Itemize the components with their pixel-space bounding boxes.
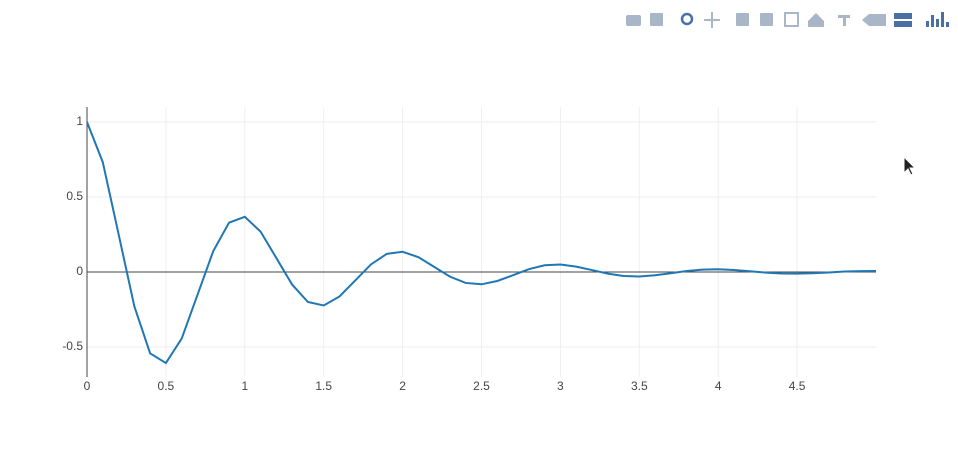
plotly-logo[interactable] — [926, 12, 949, 27]
hover-compare-icon[interactable] — [894, 13, 912, 27]
x-tick-label: 4.5 — [789, 379, 806, 393]
zoom-icon[interactable] — [680, 12, 694, 26]
x-tick-label: 2.5 — [473, 379, 490, 393]
y-tick-label: 0 — [76, 264, 83, 278]
y-tick-label: 1 — [76, 114, 83, 128]
data-line — [87, 121, 876, 365]
x-tick-label: 3 — [557, 379, 564, 393]
spike-icon[interactable] — [838, 15, 850, 26]
camera-icon[interactable] — [626, 15, 641, 26]
x-tick-label: 0 — [84, 379, 91, 393]
zoom-in-icon[interactable] — [736, 13, 749, 26]
autoscale-icon[interactable] — [784, 12, 799, 27]
hover-closest-icon[interactable] — [862, 14, 886, 26]
x-tick-label: 1 — [241, 379, 248, 393]
home-icon[interactable] — [808, 13, 824, 27]
mouse-cursor — [903, 155, 917, 176]
y-tick-label: -0.5 — [62, 339, 83, 353]
save-icon[interactable] — [650, 13, 663, 26]
x-tick-label: 1.5 — [315, 379, 332, 393]
x-tick-label: 4 — [715, 379, 722, 393]
x-tick-label: 2 — [399, 379, 406, 393]
pan-icon[interactable] — [704, 12, 720, 28]
plot-area: -0.5 0 0.5 1 0 0.5 1 1.5 2 2.5 3 3.5 4 4.5 — [62, 107, 876, 393]
x-tick-label: 3.5 — [631, 379, 648, 393]
modebar[interactable] — [626, 12, 949, 28]
y-tick-label: 0.5 — [66, 189, 83, 203]
zoom-out-icon[interactable] — [760, 13, 773, 26]
x-tick-label: 0.5 — [158, 379, 175, 393]
